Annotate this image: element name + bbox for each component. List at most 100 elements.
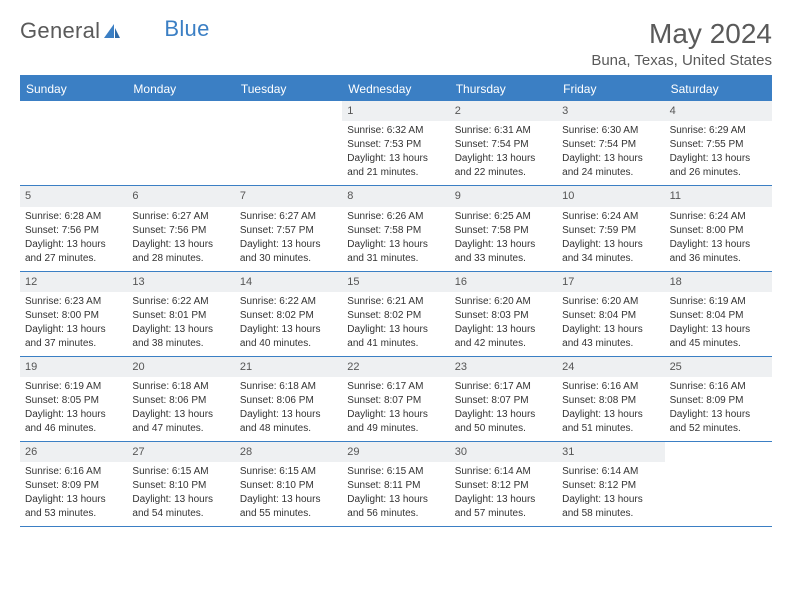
sunrise-text: Sunrise: 6:16 AM (670, 380, 767, 393)
day-cell (235, 101, 342, 185)
daylight1-text: Daylight: 13 hours (455, 493, 552, 506)
daylight1-text: Daylight: 13 hours (562, 238, 659, 251)
sunrise-text: Sunrise: 6:32 AM (347, 124, 444, 137)
sunrise-text: Sunrise: 6:22 AM (132, 295, 229, 308)
week-row: 19Sunrise: 6:19 AMSunset: 8:05 PMDayligh… (20, 357, 772, 442)
sunrise-text: Sunrise: 6:15 AM (240, 465, 337, 478)
day-cell (665, 442, 772, 526)
day-body: Sunrise: 6:26 AMSunset: 7:58 PMDaylight:… (342, 207, 449, 271)
day-body: Sunrise: 6:28 AMSunset: 7:56 PMDaylight:… (20, 207, 127, 271)
daylight2-text: and 49 minutes. (347, 422, 444, 435)
sunset-text: Sunset: 7:55 PM (670, 138, 767, 151)
daylight2-text: and 28 minutes. (132, 252, 229, 265)
daylight2-text: and 33 minutes. (455, 252, 552, 265)
page-header: General Blue May 2024 Buna, Texas, Unite… (20, 18, 772, 69)
daylight2-text: and 57 minutes. (455, 507, 552, 520)
weekday-label: Monday (127, 77, 234, 101)
day-body: Sunrise: 6:14 AMSunset: 8:12 PMDaylight:… (450, 462, 557, 526)
daylight1-text: Daylight: 13 hours (240, 493, 337, 506)
day-body: Sunrise: 6:19 AMSunset: 8:05 PMDaylight:… (20, 377, 127, 441)
sunset-text: Sunset: 8:10 PM (132, 479, 229, 492)
week-row: 26Sunrise: 6:16 AMSunset: 8:09 PMDayligh… (20, 442, 772, 527)
day-number: 4 (665, 101, 772, 121)
sunrise-text: Sunrise: 6:27 AM (240, 210, 337, 223)
daylight2-text: and 40 minutes. (240, 337, 337, 350)
daylight2-text: and 41 minutes. (347, 337, 444, 350)
day-body: Sunrise: 6:14 AMSunset: 8:12 PMDaylight:… (557, 462, 664, 526)
weekday-label: Thursday (450, 77, 557, 101)
week-row: 5Sunrise: 6:28 AMSunset: 7:56 PMDaylight… (20, 186, 772, 271)
day-body: Sunrise: 6:23 AMSunset: 8:00 PMDaylight:… (20, 292, 127, 356)
sunrise-text: Sunrise: 6:17 AM (347, 380, 444, 393)
daylight2-text: and 55 minutes. (240, 507, 337, 520)
daylight1-text: Daylight: 13 hours (562, 408, 659, 421)
sunset-text: Sunset: 7:56 PM (132, 224, 229, 237)
day-number: 21 (235, 357, 342, 377)
sunset-text: Sunset: 7:54 PM (455, 138, 552, 151)
daylight1-text: Daylight: 13 hours (132, 238, 229, 251)
day-body: Sunrise: 6:16 AMSunset: 8:08 PMDaylight:… (557, 377, 664, 441)
daylight1-text: Daylight: 13 hours (455, 323, 552, 336)
sunrise-text: Sunrise: 6:25 AM (455, 210, 552, 223)
sunrise-text: Sunrise: 6:21 AM (347, 295, 444, 308)
day-number: 24 (557, 357, 664, 377)
day-cell: 16Sunrise: 6:20 AMSunset: 8:03 PMDayligh… (450, 272, 557, 356)
day-cell: 26Sunrise: 6:16 AMSunset: 8:09 PMDayligh… (20, 442, 127, 526)
daylight1-text: Daylight: 13 hours (240, 323, 337, 336)
daylight1-text: Daylight: 13 hours (670, 408, 767, 421)
day-body: Sunrise: 6:18 AMSunset: 8:06 PMDaylight:… (235, 377, 342, 441)
sunset-text: Sunset: 8:09 PM (670, 394, 767, 407)
day-number: 29 (342, 442, 449, 462)
day-number: 13 (127, 272, 234, 292)
sunset-text: Sunset: 8:05 PM (25, 394, 122, 407)
sunset-text: Sunset: 7:54 PM (562, 138, 659, 151)
day-number: 17 (557, 272, 664, 292)
day-number: 1 (342, 101, 449, 121)
day-number: 31 (557, 442, 664, 462)
daylight2-text: and 22 minutes. (455, 166, 552, 179)
weekday-label: Sunday (20, 77, 127, 101)
weekday-header-row: Sunday Monday Tuesday Wednesday Thursday… (20, 77, 772, 101)
day-number: 15 (342, 272, 449, 292)
daylight2-text: and 52 minutes. (670, 422, 767, 435)
day-number: 8 (342, 186, 449, 206)
sunrise-text: Sunrise: 6:19 AM (25, 380, 122, 393)
daylight2-text: and 31 minutes. (347, 252, 444, 265)
day-number: 28 (235, 442, 342, 462)
sunset-text: Sunset: 8:07 PM (347, 394, 444, 407)
week-row: 12Sunrise: 6:23 AMSunset: 8:00 PMDayligh… (20, 272, 772, 357)
sunset-text: Sunset: 7:56 PM (25, 224, 122, 237)
daylight1-text: Daylight: 13 hours (670, 152, 767, 165)
sunset-text: Sunset: 8:11 PM (347, 479, 444, 492)
daylight1-text: Daylight: 13 hours (347, 493, 444, 506)
daylight1-text: Daylight: 13 hours (240, 408, 337, 421)
daylight1-text: Daylight: 13 hours (240, 238, 337, 251)
day-number: 30 (450, 442, 557, 462)
sunrise-text: Sunrise: 6:16 AM (25, 465, 122, 478)
sunrise-text: Sunrise: 6:18 AM (132, 380, 229, 393)
daylight1-text: Daylight: 13 hours (562, 152, 659, 165)
day-body: Sunrise: 6:22 AMSunset: 8:01 PMDaylight:… (127, 292, 234, 356)
day-number: 9 (450, 186, 557, 206)
day-cell: 24Sunrise: 6:16 AMSunset: 8:08 PMDayligh… (557, 357, 664, 441)
sunset-text: Sunset: 8:04 PM (562, 309, 659, 322)
day-cell: 27Sunrise: 6:15 AMSunset: 8:10 PMDayligh… (127, 442, 234, 526)
day-number: 19 (20, 357, 127, 377)
sunset-text: Sunset: 8:04 PM (670, 309, 767, 322)
daylight1-text: Daylight: 13 hours (25, 493, 122, 506)
day-cell: 13Sunrise: 6:22 AMSunset: 8:01 PMDayligh… (127, 272, 234, 356)
daylight1-text: Daylight: 13 hours (347, 408, 444, 421)
day-number: 25 (665, 357, 772, 377)
daylight2-text: and 24 minutes. (562, 166, 659, 179)
day-number: 23 (450, 357, 557, 377)
day-body: Sunrise: 6:18 AMSunset: 8:06 PMDaylight:… (127, 377, 234, 441)
day-body: Sunrise: 6:20 AMSunset: 8:03 PMDaylight:… (450, 292, 557, 356)
location-text: Buna, Texas, United States (591, 52, 772, 69)
calendar: Sunday Monday Tuesday Wednesday Thursday… (20, 75, 772, 527)
day-body: Sunrise: 6:25 AMSunset: 7:58 PMDaylight:… (450, 207, 557, 271)
day-number: 10 (557, 186, 664, 206)
day-number: 11 (665, 186, 772, 206)
day-number: 12 (20, 272, 127, 292)
sunrise-text: Sunrise: 6:20 AM (562, 295, 659, 308)
day-body: Sunrise: 6:24 AMSunset: 7:59 PMDaylight:… (557, 207, 664, 271)
